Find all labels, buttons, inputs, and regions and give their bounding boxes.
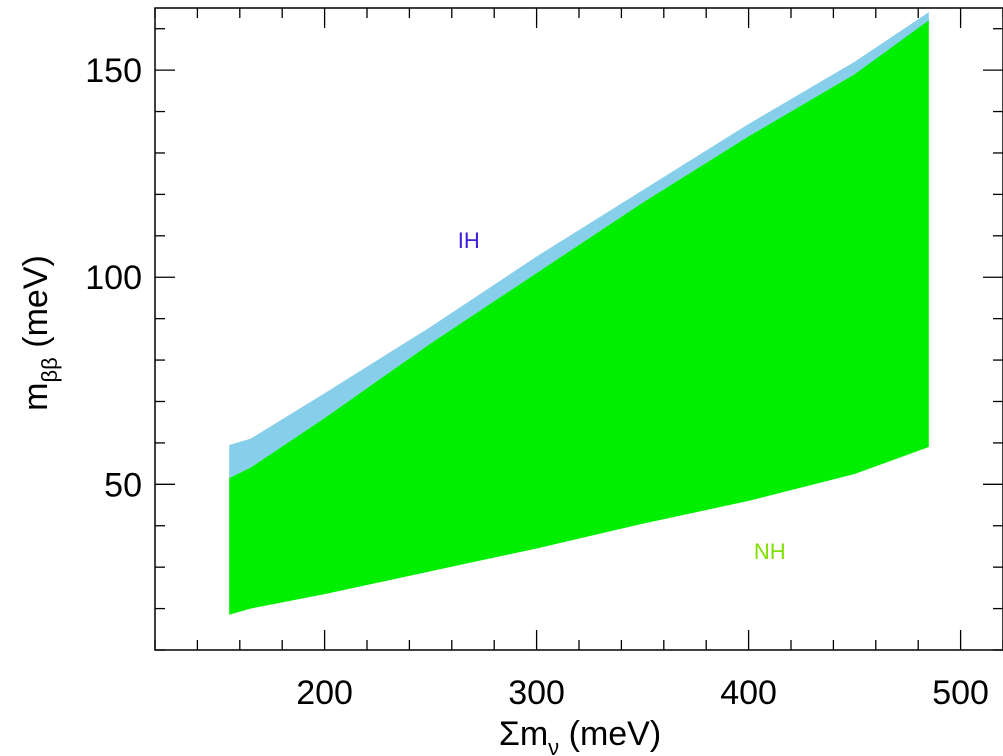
x-tick-label: 500 xyxy=(932,674,989,712)
y-axis-title: mββ (meV) xyxy=(17,255,62,411)
series-label-ih: IH xyxy=(458,228,480,253)
x-axis-title: Σmν (meV) xyxy=(499,715,661,756)
x-tick-labels: 200 300 400 500 xyxy=(296,674,989,712)
y-tick-label: 150 xyxy=(85,52,142,90)
y-axis-title-unit: (meV) xyxy=(17,255,55,357)
band-nh xyxy=(229,20,929,615)
band-ih xyxy=(229,12,929,479)
y-axis-title-main: m xyxy=(17,382,55,410)
x-axis-title-sub: ν xyxy=(548,735,559,756)
y-axis-title-sub: ββ xyxy=(37,357,62,382)
series-label-nh: NH xyxy=(754,539,786,564)
x-axis-title-unit: (meV) xyxy=(559,715,661,753)
x-tick-label: 400 xyxy=(720,674,777,712)
y-tick-labels: 50 100 150 xyxy=(85,52,142,504)
series-labels: IH NH xyxy=(458,228,786,564)
x-tick-label: 300 xyxy=(508,674,565,712)
y-tick-label: 50 xyxy=(104,466,142,504)
x-axis-title-main: Σm xyxy=(499,715,548,753)
band-areas xyxy=(229,12,929,615)
axis-ticks xyxy=(154,8,1003,651)
y-tick-label: 100 xyxy=(85,259,142,297)
x-tick-label: 200 xyxy=(296,674,353,712)
